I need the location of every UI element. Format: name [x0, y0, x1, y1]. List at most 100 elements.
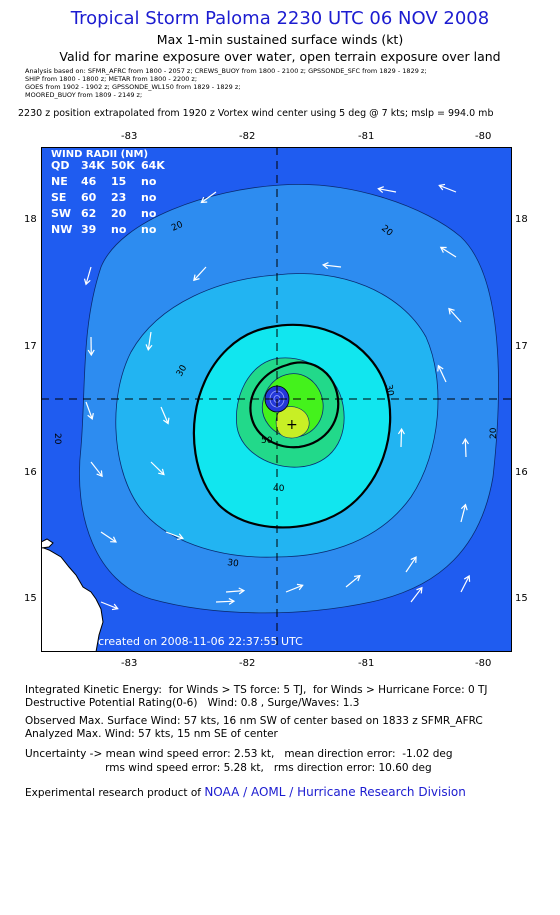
contour-label: 20 — [52, 433, 62, 445]
wind-radii-header-cell: QD — [51, 159, 69, 172]
wind-vector-arrow — [400, 428, 403, 448]
wind-vector-arrowhead — [321, 261, 329, 269]
wind-vectors — [83, 183, 471, 611]
lon-tick-bottom: -80 — [475, 658, 492, 669]
wind-vector-arrow — [460, 504, 467, 523]
wind-vector-arrow — [100, 531, 117, 543]
wind-vector-arrowhead — [439, 246, 447, 253]
wind-vector-arrow — [448, 308, 462, 323]
wind-vector-arrowhead — [163, 417, 170, 425]
wind-field-map: + 20 20 20 20 30 30 30 40 50 WIND RADII … — [41, 147, 512, 652]
footer-prefix: Experimental research product of — [25, 787, 205, 799]
wind-vector-arrowhead — [437, 364, 444, 372]
lat-tick-right: 15 — [515, 593, 528, 604]
max-wind-marker: + — [286, 417, 298, 433]
wind-vector-arrowhead — [158, 468, 165, 476]
hrd-link[interactable]: NOAA / AOML / Hurricane Research Divisio… — [204, 785, 466, 799]
wind-vector-arrowhead — [145, 344, 153, 351]
map-subtitle: Max 1-min sustained surface winds (kt) — [156, 32, 404, 47]
contour-label: 50 — [261, 436, 273, 446]
wind-vector-arrow — [147, 331, 152, 350]
wind-radii-cell: 62 — [81, 207, 96, 220]
lon-tick-bottom: -82 — [239, 658, 256, 669]
land-cuba-coast — [41, 546, 104, 652]
wind-vector-arrowhead — [238, 587, 246, 595]
land-island — [41, 538, 54, 549]
wind-vector-arrow — [215, 600, 235, 603]
wind-radii-cell: 20 — [111, 207, 127, 220]
dpr-line: Destructive Potential Rating(0-6) Wind: … — [25, 697, 360, 709]
wind-vector-arrowhead — [377, 186, 384, 194]
wind-vector-arrow — [440, 246, 457, 258]
wind-radii-header-cell: 34K — [81, 159, 105, 172]
wind-radii-cell: NE — [51, 175, 68, 188]
wind-band-57kt — [275, 406, 310, 439]
lon-tick-top: -83 — [121, 131, 138, 142]
wind-vector-arrowhead — [296, 583, 304, 591]
lon-tick-top: -80 — [475, 131, 492, 142]
wind-radii-cell: SE — [51, 191, 66, 204]
wind-vector-arrowhead — [87, 413, 94, 420]
analyzed-max-wind: Analyzed Max. Wind: 57 kts, 15 nm SE of … — [25, 728, 278, 740]
wind-vector-arrowhead — [177, 533, 184, 540]
wind-radii-cell: NW — [51, 223, 72, 236]
contour-label: 20 — [489, 427, 499, 439]
wind-radii-cell: 39 — [81, 223, 96, 236]
lon-tick-top: -82 — [239, 131, 256, 142]
wind-vector-arrowhead — [96, 470, 103, 478]
wind-radii-cell: 23 — [111, 191, 126, 204]
contour-label: 40 — [273, 484, 285, 494]
lat-tick-left: 18 — [24, 214, 37, 225]
wind-vector-arrow — [460, 575, 470, 593]
wind-vector-arrowhead — [83, 278, 91, 286]
ike-line: Integrated Kinetic Energy: for Winds > T… — [25, 684, 488, 696]
wind-vector-arrow — [193, 266, 207, 281]
wind-vector-arrow — [85, 266, 92, 285]
uncertainty-mean: Uncertainty -> mean wind speed error: 2.… — [25, 748, 453, 760]
wind-vector-arrowhead — [397, 427, 405, 435]
wind-vector-arrowhead — [416, 586, 423, 594]
wind-vector-arrow — [345, 575, 361, 588]
wind-vector-arrowhead — [354, 574, 361, 582]
contour-label: 30 — [383, 384, 395, 397]
analysis-line: SHIP from 1800 - 1800 z; METAR from 1800… — [25, 75, 198, 83]
wind-radii-cell: SW — [51, 207, 71, 220]
wind-radii-cell: 60 — [81, 191, 97, 204]
wind-radii-header-cell: 64K — [141, 159, 165, 172]
lat-tick-left: 16 — [24, 467, 37, 478]
analysis-line: GOES from 1902 - 1902 z; GPSSONDE_WL150 … — [25, 83, 241, 91]
wind-vector-arrowhead — [87, 349, 95, 357]
wind-vector-arrowhead — [228, 597, 236, 605]
wind-radii-cell: no — [141, 223, 157, 236]
wind-vector-arrowhead — [438, 183, 446, 191]
validity-note: Valid for marine exposure over water, op… — [59, 49, 501, 64]
position-note: 2230 z position extrapolated from 1920 z… — [18, 108, 494, 119]
wind-vector-arrow — [378, 188, 397, 193]
wind-vector-arrow — [437, 365, 447, 383]
contour-label: 30 — [227, 558, 240, 570]
map-frame — [41, 147, 512, 652]
lon-tick-bottom: -83 — [121, 658, 138, 669]
wind-vector-arrow — [410, 587, 423, 603]
analysis-line: MOORED_BUOY from 1809 - 2149 z; — [25, 91, 143, 99]
wind-vector-arrow — [464, 438, 467, 458]
storm-title: Tropical Storm Paloma 2230 UTC 06 NOV 20… — [70, 8, 490, 29]
wind-vector-arrow — [225, 589, 244, 593]
wind-vector-arrowhead — [110, 536, 117, 543]
wind-vector-arrow — [285, 584, 303, 593]
wind-vector-arrow — [85, 401, 93, 420]
wind-vector-arrow — [165, 531, 184, 539]
wind-vector-arrow — [100, 601, 118, 610]
wind-radii-cell: no — [141, 191, 157, 204]
wind-radii-title: WIND RADII (NM) — [51, 149, 148, 160]
lat-tick-right: 17 — [515, 341, 528, 352]
wind-radii-cell: 15 — [111, 175, 126, 188]
wind-vector-arrowhead — [460, 503, 468, 511]
wind-vector-arrow — [150, 461, 165, 475]
lon-tick-top: -81 — [358, 131, 375, 142]
wind-radii-header-cell: 50K — [111, 159, 135, 172]
observed-max-wind: Observed Max. Surface Wind: 57 kts, 16 n… — [25, 715, 483, 727]
creation-credit: Paloma - created on 2008-11-06 22:37:55 … — [47, 635, 303, 648]
wind-vector-arrow — [323, 264, 342, 268]
wind-vector-arrowhead — [448, 307, 455, 315]
